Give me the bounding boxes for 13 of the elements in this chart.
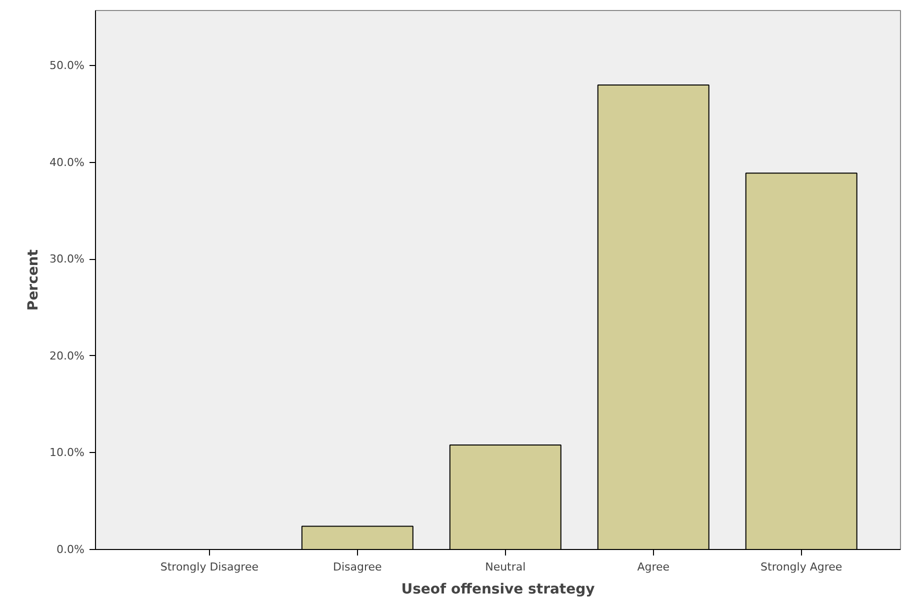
x-tick-label: Disagree	[333, 560, 382, 574]
y-tick-label: 40.0%	[50, 156, 85, 169]
y-axis-title: Percent	[26, 249, 42, 311]
y-tick-label: 0.0%	[56, 543, 85, 556]
x-tick-label: Neutral	[485, 560, 526, 574]
y-tick-label: 10.0%	[50, 446, 85, 460]
x-tick-label: Agree	[637, 560, 670, 574]
x-tick-label: Strongly Agree	[760, 560, 842, 574]
y-tick-label: 50.0%	[50, 59, 85, 72]
y-tick-label: 20.0%	[50, 349, 85, 362]
y-tick-label: 30.0%	[50, 252, 85, 266]
x-axis-title: Useof offensive strategy	[401, 582, 595, 598]
x-tick-label: Strongly Disagree	[160, 560, 259, 574]
